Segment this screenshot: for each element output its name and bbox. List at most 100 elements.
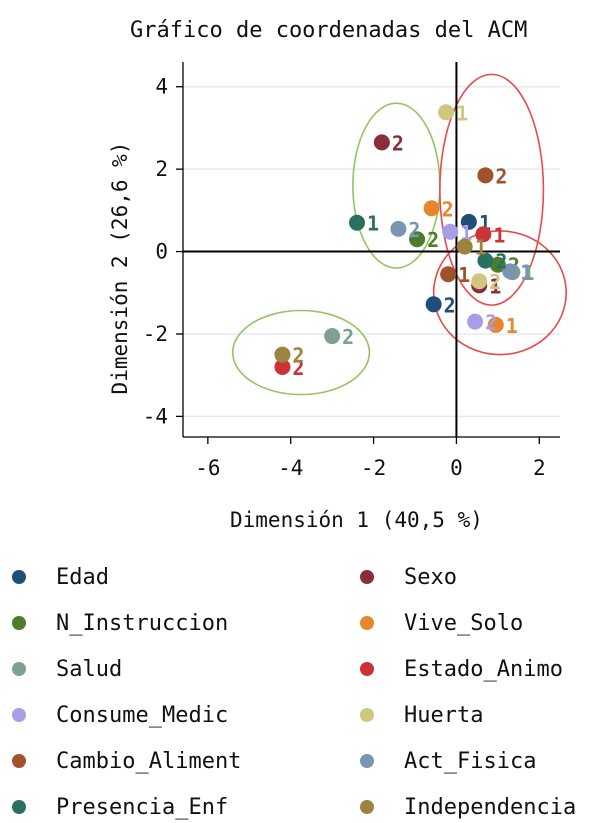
- point-label: 1: [506, 314, 518, 338]
- x-tick-label: -4: [278, 456, 303, 480]
- data-point: [409, 231, 426, 248]
- data-point: [475, 226, 492, 243]
- legend-label: Sexo: [404, 564, 457, 590]
- legend-item: Consume_Medic: [12, 700, 228, 730]
- legend-marker: [12, 616, 26, 630]
- point-label: 1: [520, 260, 532, 284]
- annotation-ellipse: [432, 230, 568, 356]
- point-label: 2: [495, 164, 507, 188]
- x-tick-label: -6: [195, 456, 220, 480]
- legend-item: Vive_Solo: [360, 608, 523, 638]
- data-point: [390, 220, 407, 237]
- legend-marker: [12, 708, 26, 722]
- legend-label: Consume_Medic: [56, 702, 229, 728]
- data-point: [502, 263, 519, 280]
- data-point: [477, 167, 494, 184]
- y-tick-label: -4: [143, 404, 168, 428]
- y-tick-label: 0: [155, 240, 168, 264]
- point-label: 2: [489, 270, 501, 294]
- point-label: 1: [456, 101, 468, 125]
- data-point: [440, 266, 457, 283]
- point-layer: 122122212121121221211221: [274, 101, 534, 380]
- legend-label: Vive_Solo: [404, 610, 524, 636]
- legend-label: Act_Fisica: [404, 748, 537, 774]
- legend-label: Independencia: [404, 794, 577, 820]
- legend-marker: [12, 570, 26, 584]
- x-axis-label: Dimensión 1 (40,5 %): [230, 508, 483, 532]
- data-point: [274, 358, 291, 375]
- point-label: 2: [495, 250, 507, 274]
- legend-marker: [360, 662, 374, 676]
- legend-marker: [360, 754, 374, 768]
- point-label: 2: [427, 228, 439, 252]
- data-point: [471, 273, 488, 290]
- point-label: 1: [458, 263, 470, 287]
- x-tick-label: -2: [361, 456, 386, 480]
- legend-marker: [12, 662, 26, 676]
- data-point: [489, 256, 506, 273]
- x-tick-label: 0: [450, 456, 463, 480]
- legend-label: Presencia_Enf: [56, 794, 229, 820]
- legend-label: Estado_Animo: [404, 656, 563, 682]
- axis-layer: 4 2 0 -2 -4 -6 -4 -2 0 2: [143, 62, 560, 480]
- legend-item: Sexo: [360, 562, 457, 592]
- point-label: 2: [392, 131, 404, 155]
- chart-title: Gráfico de coordenadas del ACM: [130, 18, 528, 43]
- point-label: 1: [475, 236, 487, 260]
- legend-label: Huerta: [404, 702, 484, 728]
- data-point: [423, 200, 440, 217]
- legend-item: Salud: [12, 654, 122, 684]
- legend-marker: [360, 800, 374, 814]
- legend-marker: [12, 800, 26, 814]
- legend-label: Salud: [56, 656, 123, 682]
- annotation-ellipse: [231, 309, 371, 396]
- point-label: 2: [292, 344, 304, 368]
- point-label: 2: [408, 218, 420, 242]
- y-tick-label: -2: [143, 322, 168, 346]
- legend-item: Cambio_Aliment: [12, 746, 241, 776]
- data-point: [456, 238, 473, 255]
- legend-marker: [360, 616, 374, 630]
- point-label: 2: [292, 356, 304, 380]
- annotation-layer: [231, 73, 568, 396]
- legend-label: Edad: [56, 564, 109, 590]
- annotation-ellipse: [439, 73, 545, 306]
- y-tick-label: 2: [155, 157, 168, 181]
- point-label: 1: [367, 212, 379, 236]
- data-point: [274, 346, 291, 363]
- y-axis-label: Dimensión 2 (26,6 %): [108, 141, 132, 395]
- point-label: 2: [342, 325, 354, 349]
- x-tick-label: 2: [533, 456, 546, 480]
- data-point: [349, 214, 365, 231]
- point-label: 1: [489, 274, 501, 298]
- legend-item: Presencia_Enf: [12, 792, 228, 822]
- data-point: [467, 313, 484, 330]
- data-point: [442, 223, 459, 240]
- legend: Edad N_Instruccion Salud Consume_Medic Cambi…: [0, 560, 616, 823]
- legend-item: Huerta: [360, 700, 483, 730]
- legend-label: Cambio_Aliment: [56, 748, 242, 774]
- y-tick-label: 4: [155, 75, 168, 99]
- point-label: 2: [485, 311, 497, 335]
- data-point: [477, 252, 494, 269]
- chart-canvas: 4 2 0 -2 -4 -6 -4 -2 0 2 122122212121121221211221: [143, 62, 568, 480]
- point-label: 1: [493, 223, 505, 247]
- data-point: [438, 104, 455, 121]
- point-label: 1: [522, 261, 534, 285]
- legend-marker: [360, 708, 374, 722]
- legend-item: Edad: [12, 562, 109, 592]
- legend-item: N_Instruccion: [12, 608, 228, 638]
- legend-marker: [360, 570, 374, 584]
- data-point: [487, 316, 504, 333]
- point-label: 2: [444, 293, 456, 317]
- data-point: [373, 134, 390, 151]
- data-point: [460, 213, 477, 230]
- legend-marker: [12, 754, 26, 768]
- legend-label: N_Instruccion: [56, 610, 229, 636]
- data-point: [425, 296, 442, 313]
- legend-item: Estado_Animo: [360, 654, 563, 684]
- legend-item: Independencia: [360, 792, 576, 822]
- point-label: 2: [442, 197, 454, 221]
- legend-item: Act_Fisica: [360, 746, 536, 776]
- data-point: [324, 328, 341, 345]
